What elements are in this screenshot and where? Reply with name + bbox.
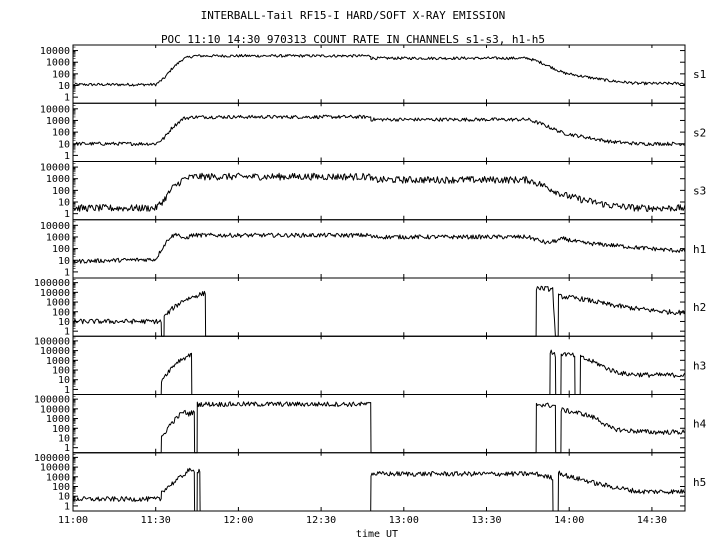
y-tick-label-s1: 10000 [40,46,70,57]
panel-frame-h1 [72,219,686,279]
panel-frame-h2 [72,277,686,337]
y-tick-label-h5: 100 [52,482,70,493]
channel-label-h1: h1 [693,243,706,256]
series-line-h3 [73,349,686,395]
series-line-s1 [72,54,686,87]
y-tick-label-h1: 10000 [40,221,70,232]
panel-frame-s2 [72,102,686,162]
y-tick-label-s2: 1000 [46,116,70,127]
series-line-s3 [72,172,686,212]
y-tick-label-h3: 100000 [34,336,70,347]
y-tick-label-h5: 1 [64,501,70,512]
chart-title: INTERBALL-Tail RF15-I HARD/SOFT X-RAY EM… [201,9,506,22]
series-line-h2 [72,285,686,337]
x-axis-label: time UT [356,529,398,540]
chart-subtitle: POC 11:10 14:30 970313 COUNT RATE IN CHA… [161,33,545,46]
y-tick-label-h3: 10000 [40,346,70,357]
y-tick-label-s3: 10000 [40,163,70,174]
y-tick-label-s1: 100 [52,69,70,80]
y-tick-label-s2: 1 [64,151,70,162]
x-tick-label: 14:00 [554,515,584,526]
channel-label-s3: s3 [693,185,706,198]
y-tick-label-h2: 1 [64,327,70,338]
y-tick-label-h5: 10000 [40,463,70,474]
panel-frame-h4 [72,394,686,454]
y-tick-label-h5: 100000 [34,453,70,464]
y-tick-label-s3: 100 [52,186,70,197]
channel-label-s2: s2 [693,126,706,139]
x-tick-label: 12:30 [306,515,336,526]
y-tick-label-s1: 1000 [46,58,70,69]
x-axis: 11:00 11:30 12:00 12:30 13:00 13:30 14:00 14:30 [58,515,667,526]
y-tick-label-s1: 1 [64,93,70,104]
y-tick-label-h3: 1 [64,385,70,396]
y-tick-label-h2: 10000 [40,288,70,299]
panel-frame-s1 [72,44,686,104]
y-tick-label-h5: 10 [58,492,70,503]
y-tick-label-s2: 10 [58,139,70,150]
x-tick-label: 11:30 [141,515,171,526]
y-tick-label-s2: 10000 [40,104,70,115]
y-tick-label-h1: 100 [52,244,70,255]
y-tick-label-s3: 10 [58,198,70,209]
y-tick-label-h1: 1 [64,267,70,278]
panel-stack: 110100100010000s1110100100010000s2110100… [34,44,707,512]
y-tick-label-h2: 1000 [46,298,70,309]
y-tick-label-h4: 100000 [34,395,70,406]
y-tick-label-h4: 1000 [46,414,70,425]
panel-frame-h3 [72,335,686,395]
channel-label-h3: h3 [693,359,706,372]
x-tick-label: 13:30 [471,515,501,526]
x-tick-label: 12:00 [223,515,253,526]
y-tick-label-h3: 100 [52,366,70,377]
panel-frame-s3 [72,161,686,221]
y-tick-label-h1: 10 [58,256,70,267]
series-line-h4 [73,401,686,454]
channel-label-h4: h4 [693,418,707,431]
x-tick-label: 13:00 [389,515,419,526]
y-tick-label-h2: 100000 [34,278,70,289]
y-tick-label-h4: 100 [52,424,70,435]
y-tick-label-h4: 1 [64,443,70,454]
channel-label-h2: h2 [693,301,706,314]
x-tick-label: 11:00 [58,515,88,526]
y-tick-label-h4: 10000 [40,404,70,415]
y-tick-label-h5: 1000 [46,472,70,483]
channel-label-s1: s1 [693,68,706,81]
y-tick-label-s1: 10 [58,81,70,92]
y-tick-label-s2: 100 [52,128,70,139]
y-tick-label-h4: 10 [58,433,70,444]
y-tick-label-h1: 1000 [46,232,70,243]
series-line-h5 [72,467,686,512]
y-tick-label-s3: 1 [64,209,70,220]
y-tick-label-h3: 1000 [46,356,70,367]
channel-label-h5: h5 [693,476,706,489]
y-tick-label-h2: 100 [52,307,70,318]
x-tick-label: 14:30 [637,515,667,526]
y-tick-label-h2: 10 [58,317,70,328]
y-tick-label-h3: 10 [58,375,70,386]
series-line-h1 [72,232,686,264]
panel-frame-h5 [72,452,686,512]
series-line-s2 [72,114,686,146]
y-tick-label-s3: 1000 [46,174,70,185]
